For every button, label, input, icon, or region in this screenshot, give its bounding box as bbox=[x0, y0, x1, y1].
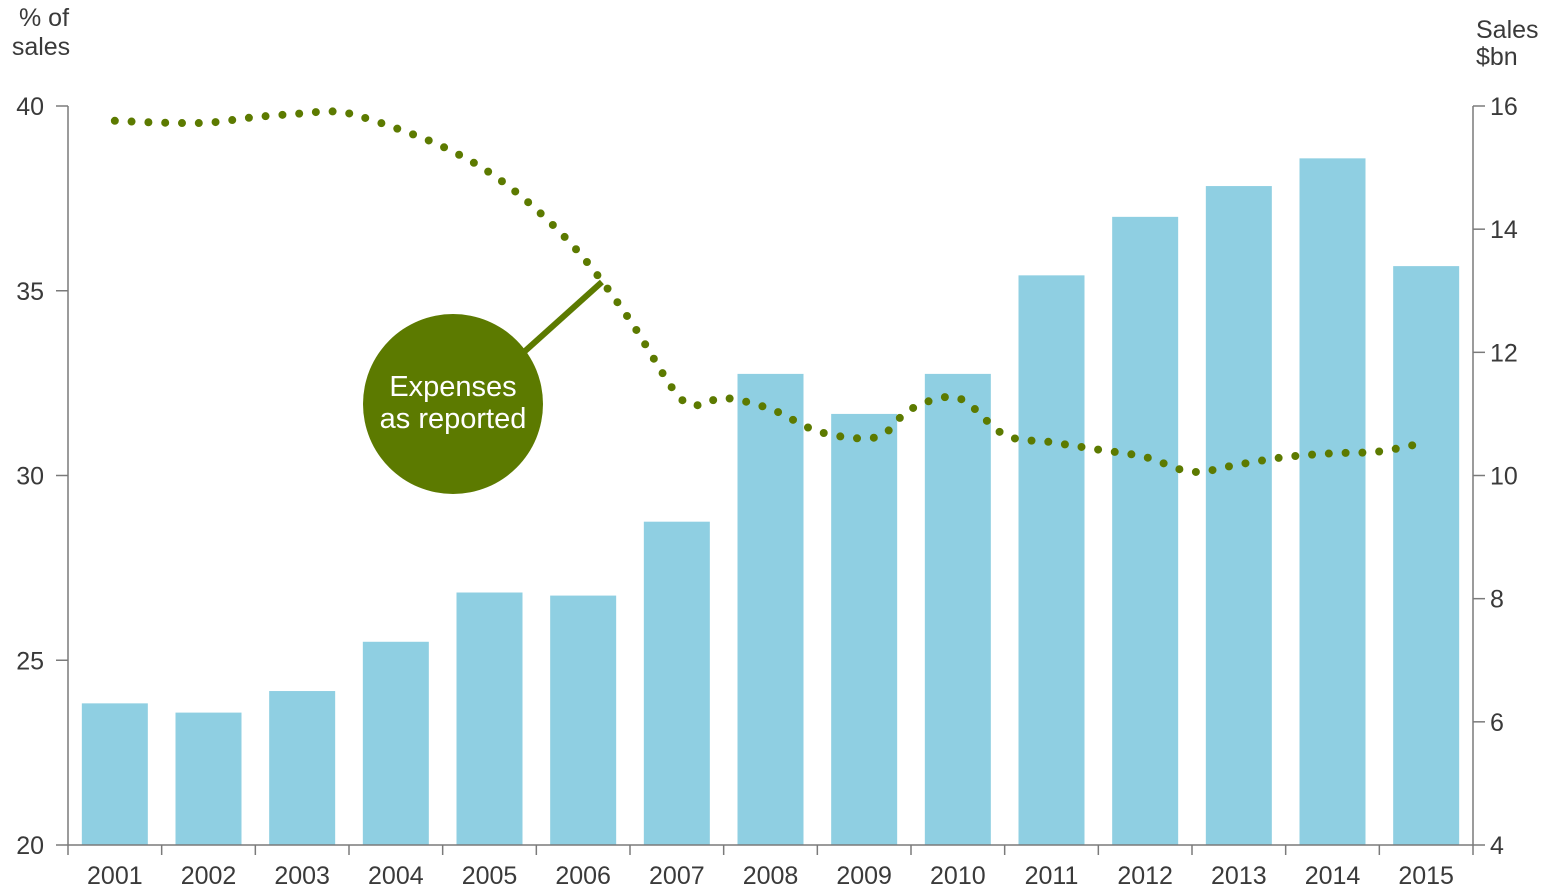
right-tick-label-4: 4 bbox=[1490, 832, 1504, 860]
x-tick-label-2015: 2015 bbox=[1398, 862, 1454, 889]
annotation-line1: Expenses bbox=[389, 371, 516, 403]
x-tick-label-2007: 2007 bbox=[649, 862, 705, 889]
bar-2002 bbox=[175, 712, 242, 845]
x-tick-label-2004: 2004 bbox=[368, 862, 424, 889]
left-tick-label-20: 20 bbox=[16, 832, 44, 860]
left-tick-label-30: 30 bbox=[16, 463, 44, 491]
x-tick-label-2006: 2006 bbox=[555, 862, 611, 889]
left-axis-title-line2: sales bbox=[12, 33, 70, 61]
bar-2004 bbox=[362, 641, 429, 845]
x-tick-label-2011: 2011 bbox=[1025, 862, 1079, 889]
left-tick-label-40: 40 bbox=[16, 93, 44, 121]
right-axis-title-line1: Sales bbox=[1476, 16, 1539, 44]
annotation-line2: as reported bbox=[380, 403, 527, 435]
x-tick-label-2010: 2010 bbox=[930, 862, 986, 889]
expenses-line bbox=[110, 107, 1431, 476]
x-tick-label-2013: 2013 bbox=[1211, 862, 1267, 889]
x-tick-label-2005: 2005 bbox=[462, 862, 518, 889]
bar-2014 bbox=[1299, 158, 1366, 846]
bar-2015 bbox=[1393, 266, 1460, 845]
annotation-leader-line bbox=[521, 279, 604, 355]
x-tick-label-2002: 2002 bbox=[181, 862, 237, 889]
left-axis-title-line1: % of bbox=[19, 4, 69, 32]
x-tick-label-2001: 2001 bbox=[87, 862, 143, 889]
right-tick-label-6: 6 bbox=[1490, 709, 1504, 737]
right-tick-label-12: 12 bbox=[1490, 339, 1518, 367]
bar-2009 bbox=[831, 413, 898, 845]
x-tick-label-2008: 2008 bbox=[743, 862, 799, 889]
left-tick-label-35: 35 bbox=[16, 278, 44, 306]
x-tick-label-2003: 2003 bbox=[274, 862, 330, 889]
bar-2013 bbox=[1205, 186, 1272, 845]
line-series bbox=[110, 107, 1431, 476]
annotation-bubble bbox=[363, 314, 543, 494]
tick-labels: 20 25 30 35 40 4 6 8 10 12 14 16 2001 2002 2003 2004 200… bbox=[16, 93, 1518, 890]
x-tick-label-2012: 2012 bbox=[1117, 862, 1173, 889]
x-tick-label-2009: 2009 bbox=[836, 862, 892, 889]
bar-2007 bbox=[643, 521, 710, 845]
bar-2006 bbox=[550, 595, 617, 845]
bar-2003 bbox=[269, 691, 336, 845]
right-axis-title-line2: $bn bbox=[1476, 43, 1518, 71]
axes bbox=[56, 105, 1485, 855]
bar-2005 bbox=[456, 592, 523, 845]
left-tick-label-25: 25 bbox=[16, 647, 44, 675]
bar-2010 bbox=[924, 373, 991, 845]
bar-2012 bbox=[1112, 216, 1179, 846]
annotation-callout: Expenses as reported bbox=[363, 279, 604, 494]
x-tick-label-2014: 2014 bbox=[1305, 862, 1361, 889]
right-tick-label-16: 16 bbox=[1490, 93, 1518, 121]
right-tick-label-14: 14 bbox=[1490, 216, 1518, 244]
bar-series bbox=[81, 158, 1460, 846]
right-tick-label-8: 8 bbox=[1490, 586, 1504, 614]
bar-2011 bbox=[1018, 275, 1085, 846]
bar-2008 bbox=[737, 373, 804, 845]
right-tick-label-10: 10 bbox=[1490, 463, 1518, 491]
bar-2001 bbox=[81, 703, 148, 845]
